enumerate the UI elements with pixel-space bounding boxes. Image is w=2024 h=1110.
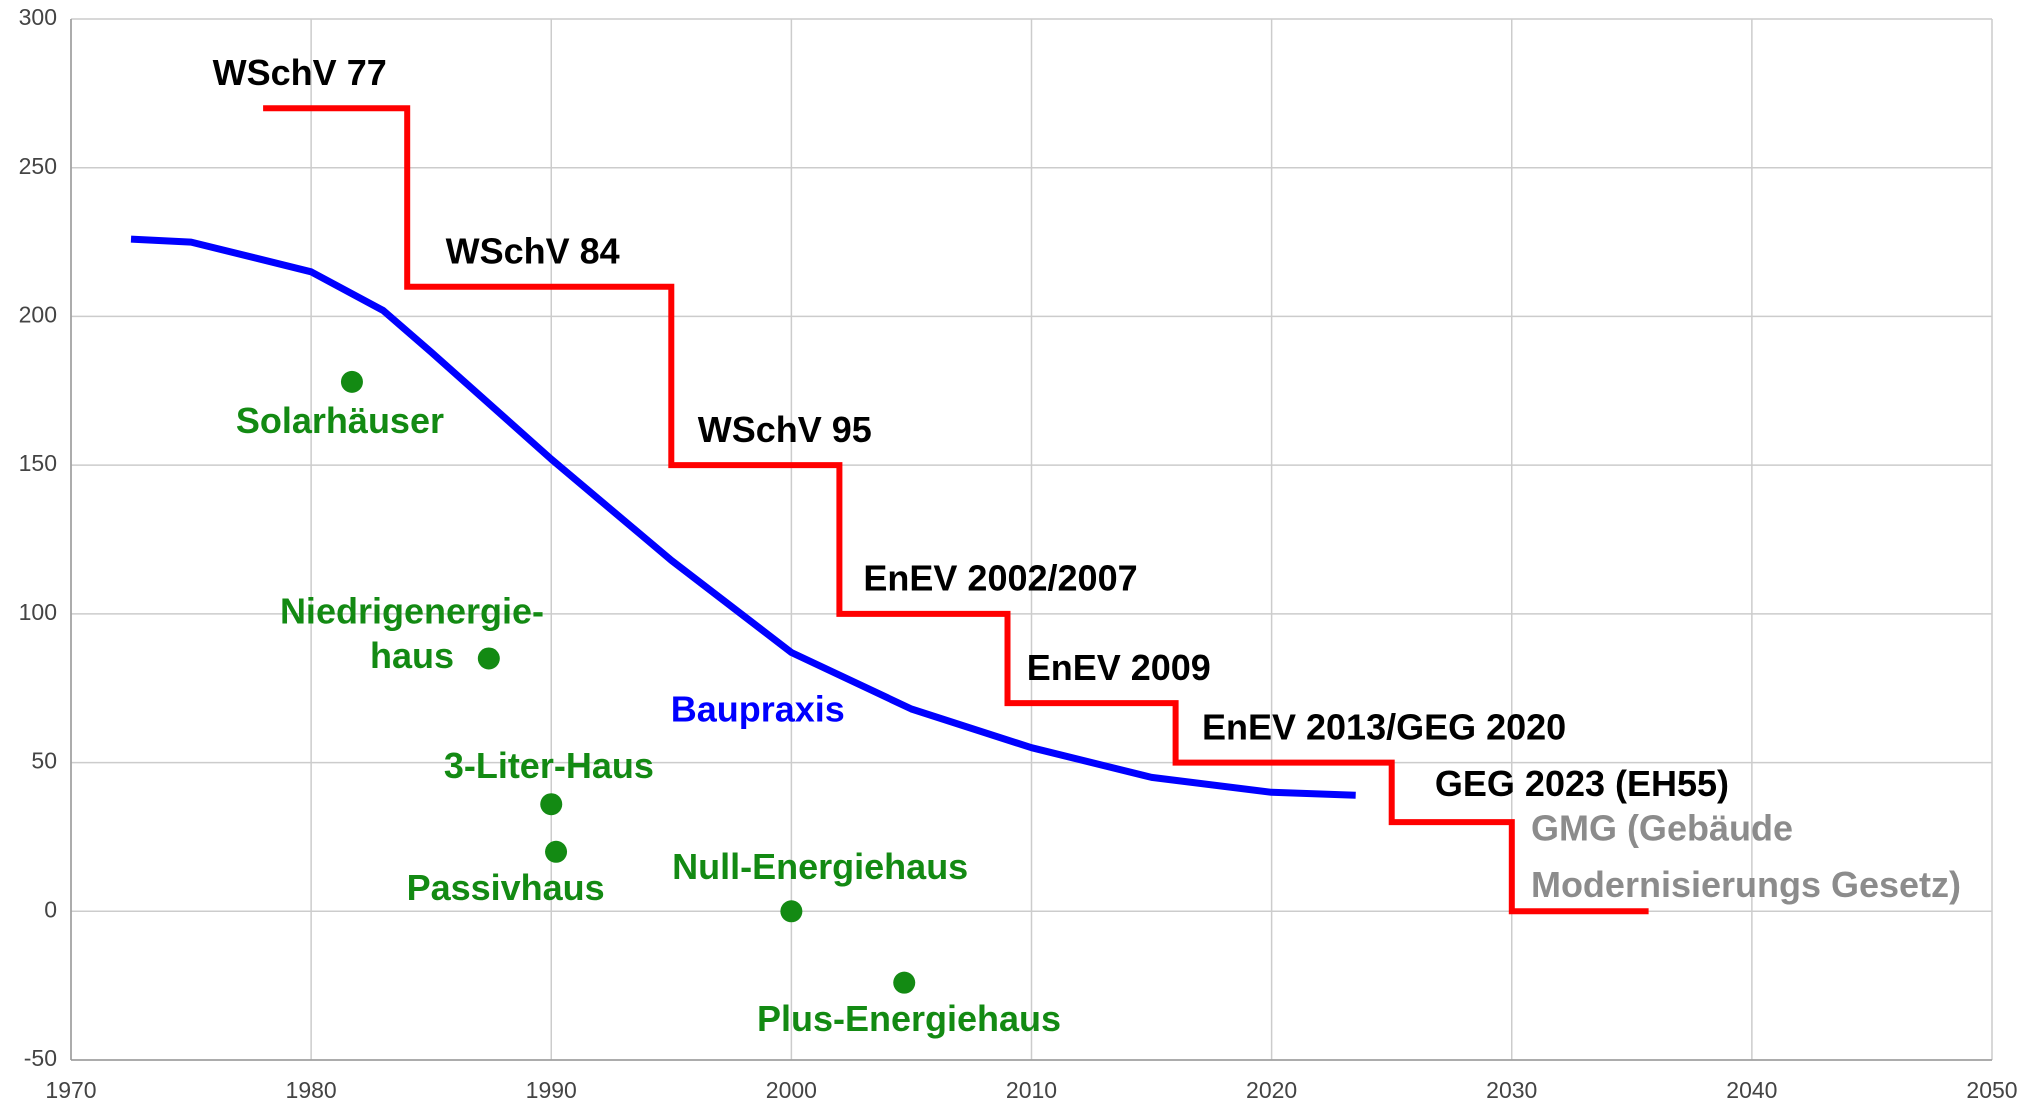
x-tick-label: 1970: [45, 1077, 96, 1103]
annotation: EnEV 2013/GEG 2020: [1202, 706, 1566, 747]
annotation: Modernisierungs Gesetz): [1531, 864, 1961, 905]
annotation: WSchV 77: [213, 52, 387, 93]
point: [477, 647, 500, 670]
point: [540, 793, 563, 816]
annotation: WSchV 95: [698, 409, 872, 450]
annotation: GEG 2023 (EH55): [1435, 763, 1729, 804]
point: [340, 370, 363, 393]
y-tick-label: 0: [44, 896, 57, 922]
line-series: [263, 105, 1649, 915]
annotation: Niedrigenergie-: [280, 590, 544, 631]
annotation: 3-Liter-Haus: [444, 745, 654, 786]
y-tick-label: 100: [19, 599, 57, 625]
y-tick-label: 300: [19, 4, 57, 30]
y-tick-label: 150: [19, 450, 57, 476]
x-tick-label: 1990: [526, 1077, 577, 1103]
x-tick-label: 2010: [1006, 1077, 1057, 1103]
annotation: haus: [370, 635, 454, 676]
annotation: Plus-Energiehaus: [757, 998, 1061, 1039]
annotation: Solarhäuser: [236, 400, 444, 441]
x-tick-label: 2050: [1966, 1077, 2017, 1103]
annotation: EnEV 2002/2007: [863, 558, 1137, 599]
annotation: GMG (Gebäude: [1531, 807, 1793, 848]
annotation: Passivhaus: [407, 867, 605, 908]
annotation: EnEV 2009: [1027, 647, 1211, 688]
x-tick-label: 2030: [1486, 1077, 1537, 1103]
annotation: WSchV 84: [446, 230, 620, 271]
point: [780, 900, 803, 923]
x-tick-label: 2040: [1726, 1077, 1777, 1103]
point: [545, 840, 568, 863]
annotation: Null-Energiehaus: [672, 846, 968, 887]
point: [893, 971, 916, 994]
y-tick-label: 200: [19, 302, 57, 328]
y-tick-label: -50: [24, 1045, 57, 1071]
series-label: Baupraxis: [671, 689, 845, 730]
x-tick-label: 2020: [1246, 1077, 1297, 1103]
x-tick-label: 2000: [766, 1077, 817, 1103]
y-tick-label: 250: [19, 153, 57, 179]
y-tick-label: 50: [31, 748, 57, 774]
line-series: [130, 235, 1356, 799]
x-tick-label: 1980: [286, 1077, 337, 1103]
